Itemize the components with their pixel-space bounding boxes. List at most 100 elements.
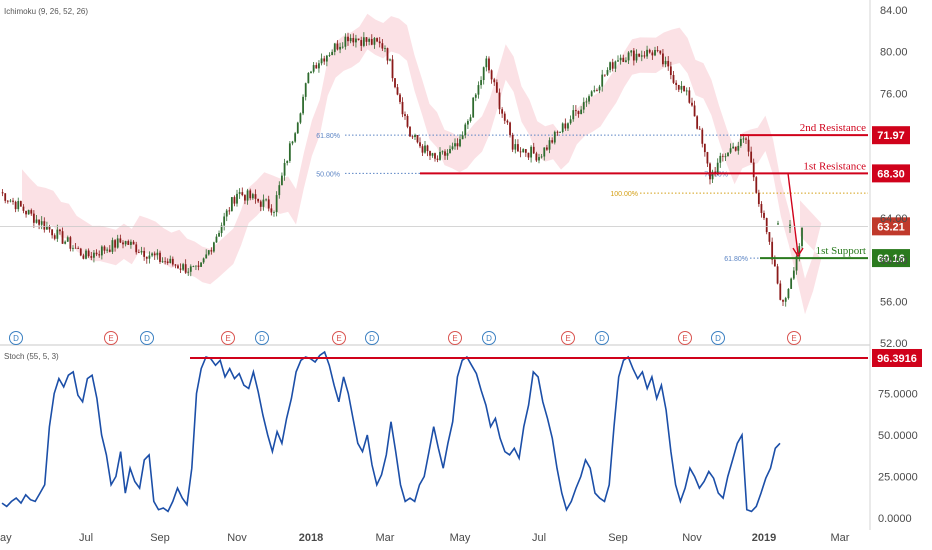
candle-body <box>399 94 401 102</box>
stoch-axis: 75.0000 50.0000 25.0000 0.0000 <box>878 389 918 526</box>
event-badge[interactable] <box>561 331 575 345</box>
event-badge[interactable] <box>332 331 346 345</box>
candle-body <box>30 210 33 214</box>
candle-body <box>218 233 220 237</box>
candle-body <box>622 57 625 62</box>
event-badge[interactable] <box>787 331 801 345</box>
candle-body <box>648 49 651 53</box>
event-badge[interactable] <box>711 331 725 345</box>
candle-body <box>436 158 439 160</box>
candle-body <box>82 255 85 259</box>
event-badge[interactable] <box>448 331 462 345</box>
candle-body <box>472 97 475 118</box>
event-badge[interactable] <box>365 331 379 345</box>
event-badge[interactable] <box>255 331 269 345</box>
candle-body <box>114 240 116 248</box>
stoch-tick-label: 75.0000 <box>878 389 918 401</box>
candle-body <box>434 153 436 159</box>
candle-body <box>782 299 784 302</box>
candle-body <box>431 153 434 156</box>
candle-body <box>752 162 755 178</box>
event-badge-label: D <box>259 334 265 343</box>
candle-body <box>312 65 315 72</box>
time-tick-label: 2018 <box>299 532 323 544</box>
candle-body <box>259 201 262 207</box>
candle-body <box>485 58 488 68</box>
event-badge[interactable] <box>140 331 154 345</box>
level-price-value: 68.30 <box>877 168 905 180</box>
candle-body <box>362 37 365 46</box>
event-badge[interactable] <box>678 331 692 345</box>
stoch-indicator-label: Stoch (55, 5, 3) <box>4 352 59 361</box>
candle-body <box>265 199 267 201</box>
candle-body <box>488 58 490 71</box>
candle-body <box>524 149 527 153</box>
fib-level-label: 100.00% <box>610 191 638 198</box>
fib-level-label: 78.60% <box>704 171 728 178</box>
candle-body <box>646 49 648 57</box>
event-badge-label: D <box>486 334 492 343</box>
event-badge[interactable] <box>221 331 235 345</box>
candle-body <box>606 70 609 75</box>
event-badge-label: E <box>682 334 687 343</box>
candle-body <box>535 153 538 161</box>
candle-body <box>233 197 236 204</box>
fib-level-label: 61.80% <box>316 133 340 140</box>
candle-body <box>352 37 355 43</box>
candle-body <box>35 219 38 223</box>
candle-body <box>61 231 64 244</box>
candle-body <box>569 119 572 124</box>
candle-body <box>688 90 691 103</box>
candle-body <box>106 249 109 251</box>
candle-body <box>401 101 404 115</box>
candle-body <box>267 199 270 209</box>
level-price-value: 71.97 <box>877 130 905 142</box>
time-tick-label: Nov <box>227 532 247 544</box>
current-price-value: 63.21 <box>877 221 905 233</box>
candle-body <box>755 177 758 193</box>
candle-body <box>378 41 381 44</box>
candle-body <box>1 192 4 194</box>
candle-body <box>164 261 167 263</box>
candle-body <box>404 114 406 116</box>
candle-body <box>757 192 760 205</box>
candle-body <box>553 131 556 143</box>
candle-body <box>564 123 567 129</box>
candle-body <box>202 258 205 263</box>
price-tick-label: 56.00 <box>880 296 908 308</box>
candle-body <box>514 144 517 150</box>
candle-body <box>159 252 161 262</box>
candle-body <box>370 38 373 45</box>
event-badge[interactable] <box>104 331 118 345</box>
time-tick-label: May <box>450 532 471 544</box>
event-badge[interactable] <box>482 331 496 345</box>
candle-body <box>197 265 200 267</box>
candle-body <box>238 192 241 194</box>
level-label: 2nd Resistance <box>800 122 866 134</box>
candle-body <box>771 241 774 260</box>
candle-body <box>246 190 249 201</box>
stoch-level-tag <box>872 348 922 367</box>
price-tick-label: 80.00 <box>880 47 908 59</box>
time-tick-label: Mar <box>376 532 395 544</box>
event-badge[interactable] <box>9 331 23 345</box>
price-axis: 84.00 80.00 76.00 64.00 60.00 56.00 52.00 <box>880 5 908 350</box>
candle-body <box>262 199 265 207</box>
candle-body <box>318 63 320 69</box>
candle-body <box>480 80 482 86</box>
candle-body <box>727 152 729 157</box>
candle-body <box>559 132 561 133</box>
time-tick-label: Jul <box>532 532 546 544</box>
event-badge-label: D <box>144 334 150 343</box>
candle-body <box>742 138 745 140</box>
candle-body <box>734 146 737 151</box>
candle-body <box>331 51 334 55</box>
candle-body <box>140 251 143 253</box>
price-tick-label: 52.00 <box>880 338 908 350</box>
candle-body <box>153 253 156 256</box>
event-badge[interactable] <box>595 331 609 345</box>
candle-body <box>511 134 514 150</box>
candle-body <box>721 155 724 157</box>
candle-body <box>729 148 732 153</box>
